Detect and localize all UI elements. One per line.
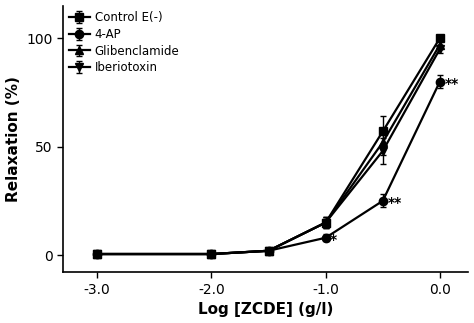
Text: **: ** [387, 196, 401, 210]
X-axis label: Log [ZCDE] (g/l): Log [ZCDE] (g/l) [198, 302, 333, 318]
Text: *: * [330, 233, 337, 247]
Text: **: ** [445, 77, 459, 91]
Legend: Control E(-), 4-AP, Glibenclamide, Iberiotoxin: Control E(-), 4-AP, Glibenclamide, Iberi… [66, 9, 182, 77]
Y-axis label: Relaxation (%): Relaxation (%) [6, 76, 20, 202]
